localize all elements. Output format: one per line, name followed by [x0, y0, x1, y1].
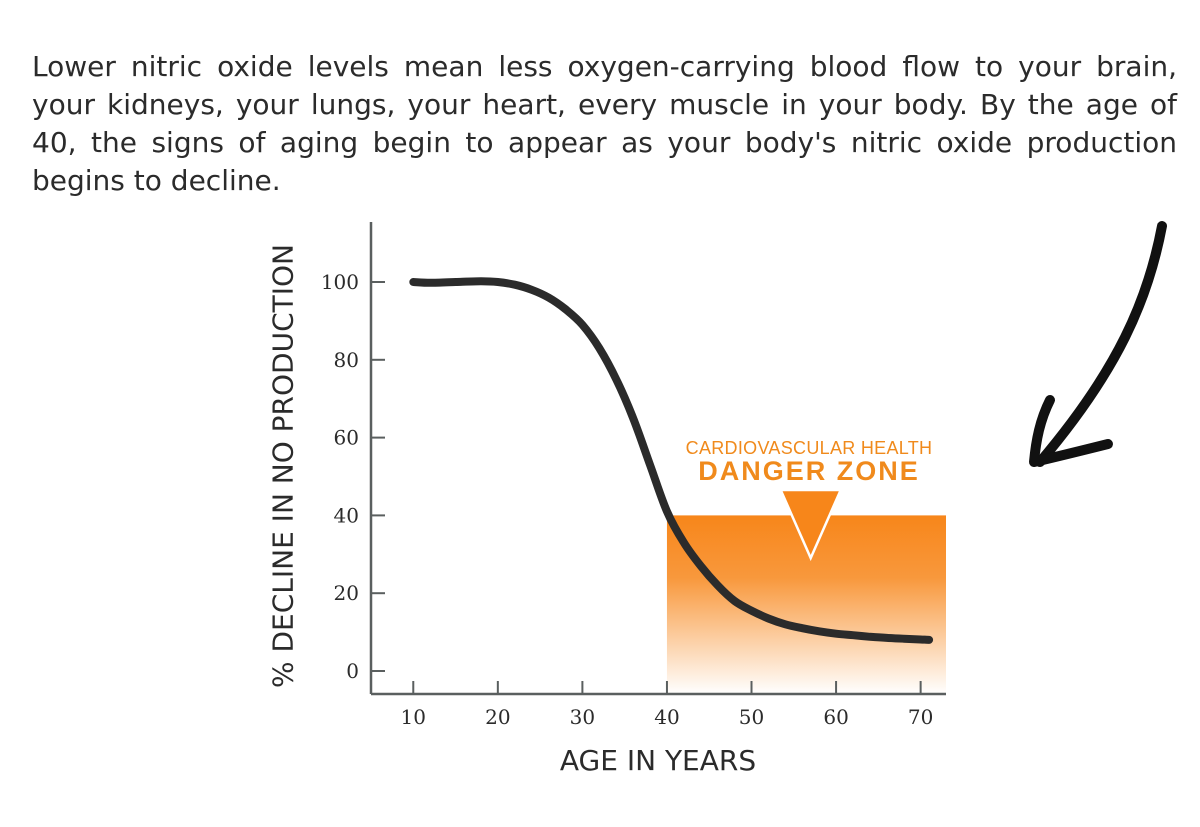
danger-zone-title: DANGER ZONE [698, 456, 920, 486]
x-tick-label: 10 [401, 705, 426, 729]
y-tick-label: 0 [346, 659, 359, 683]
x-axis-label: AGE IN YEARS [559, 744, 757, 777]
y-tick-label: 20 [334, 581, 359, 605]
x-tick-label: 30 [570, 705, 595, 729]
x-tick-label: 70 [908, 705, 933, 729]
y-tick-label: 80 [334, 348, 359, 372]
y-tick-label: 60 [334, 426, 359, 450]
decline-curve [409, 277, 934, 644]
y-tick-label: 100 [321, 270, 359, 294]
x-tick-label: 20 [485, 705, 510, 729]
x-tick-label: 40 [654, 705, 679, 729]
danger-zone-pointer-icon [778, 488, 843, 562]
hand-drawn-arrow-icon [1029, 221, 1167, 467]
y-axis-label: % DECLINE IN NO PRODUCTION [266, 243, 300, 689]
x-tick-label: 50 [739, 705, 764, 729]
intro-paragraph: Lower nitric oxide levels mean less oxyg… [32, 50, 1177, 197]
danger-zone-subtitle: CARDIOVASCULAR HEALTH [686, 438, 933, 458]
x-tick-label: 60 [823, 705, 848, 729]
y-tick-label: 40 [334, 503, 359, 527]
